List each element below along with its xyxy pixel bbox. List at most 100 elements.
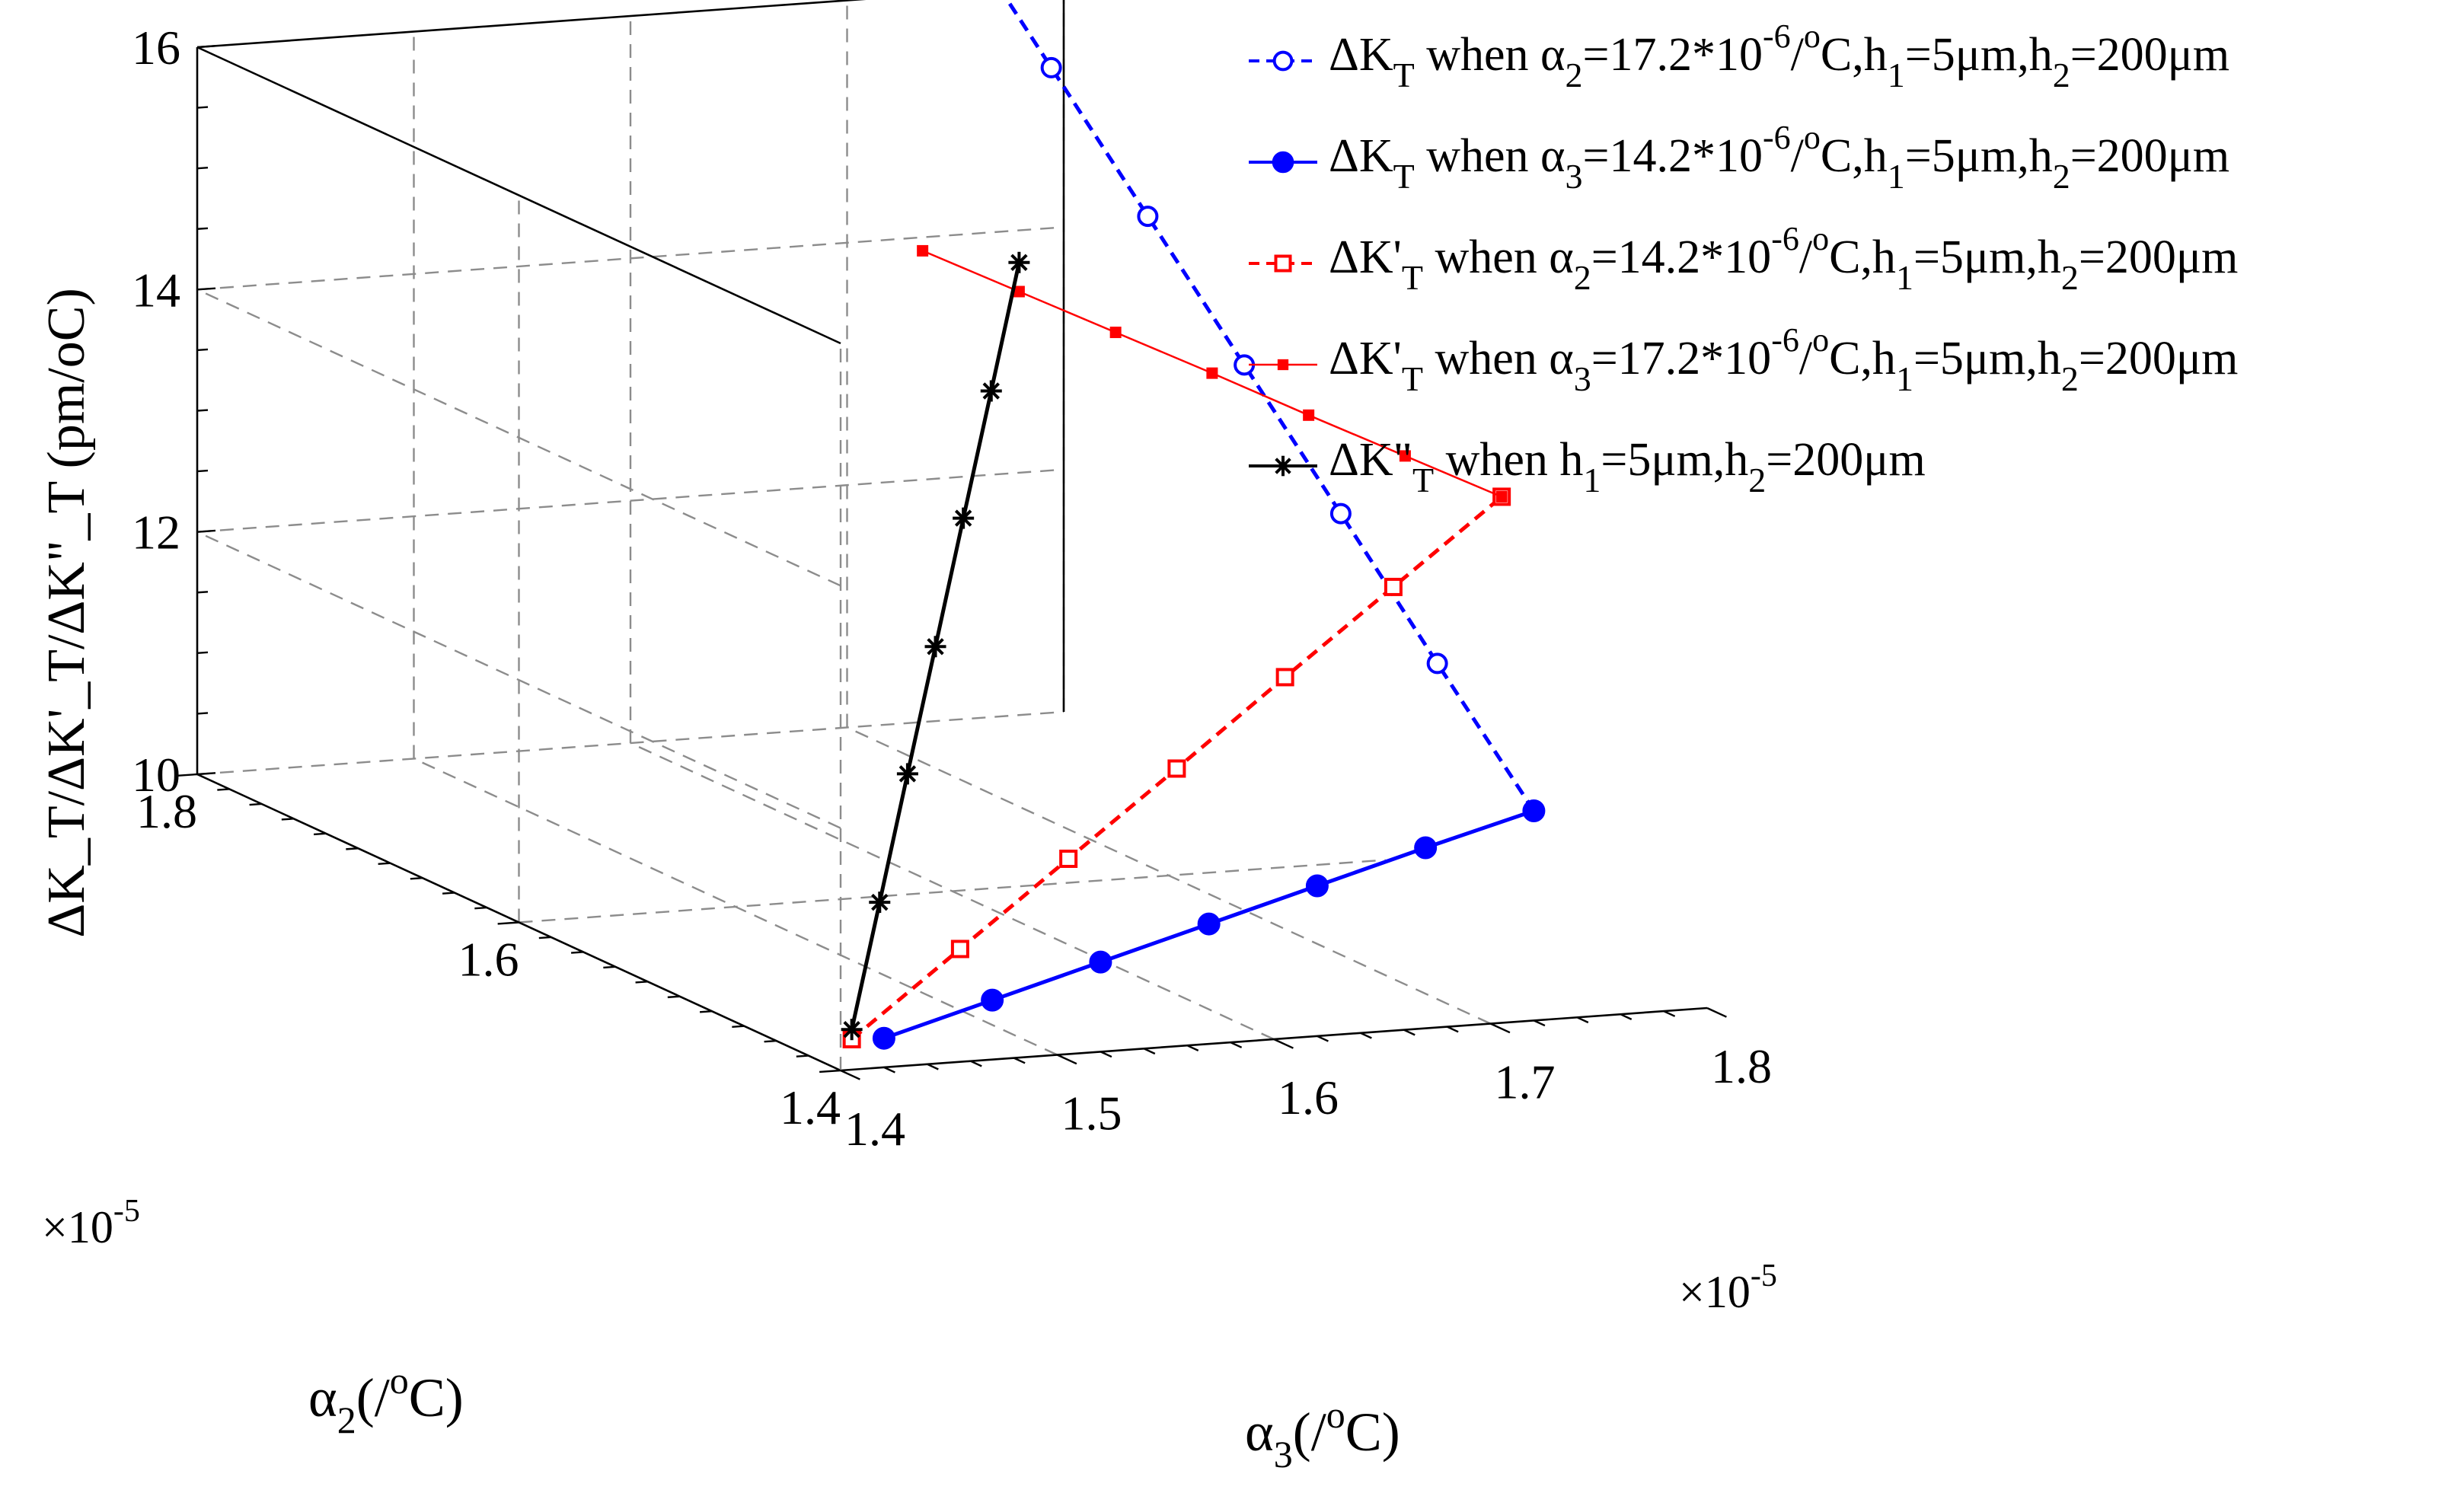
legend-label: ΔK'T when α3=17.2*10-6/oC,h1=5μm,h2=200μ…	[1329, 321, 2238, 398]
alpha2-minor-tick	[764, 1039, 777, 1043]
legend-marker	[1272, 151, 1294, 174]
alpha2-minor-tick	[699, 1010, 713, 1013]
alpha3-major-tick	[1056, 1054, 1077, 1065]
z-minor-tick	[196, 651, 209, 655]
series-line-dKT-a2	[1005, 0, 1536, 812]
alpha2-scale-factor: ×10-5	[42, 1194, 140, 1252]
alpha3-tick-label: 1.5	[1061, 1086, 1122, 1140]
legend: ΔKT when α2=17.2*10-6/oC,h1=5μm,h2=200μm…	[1249, 18, 2238, 499]
alpha2-minor-tick	[249, 802, 262, 806]
alpha3-label-rest2: C)	[1345, 1402, 1400, 1463]
alpha3-minor-tick	[1186, 1045, 1199, 1051]
data-point-dKT-a3	[1414, 836, 1438, 860]
z-tick-label: 14	[132, 263, 180, 317]
alpha3-label-rest1: (/	[1293, 1402, 1326, 1463]
z-major-tick	[196, 287, 216, 291]
data-point-dKpT-a2	[1275, 668, 1294, 687]
alpha2-label-sub: 2	[337, 1399, 356, 1441]
alpha2-label-rest2: C)	[409, 1367, 464, 1428]
alpha2-minor-tick	[635, 981, 648, 984]
data-point-dKppT	[980, 380, 1002, 402]
alpha3-minor-tick	[1100, 1051, 1112, 1058]
data-point-dKpT-a3	[1109, 327, 1122, 339]
data-point-dKT-a3	[1089, 950, 1112, 974]
alpha3-label-main: α	[1245, 1402, 1274, 1463]
legend-marker	[1272, 455, 1294, 477]
legend-label: ΔKT when α3=14.2*10-6/oC,h1=5μm,h2=200μm	[1329, 119, 2229, 196]
alpha3-minor-tick	[1143, 1048, 1156, 1055]
data-point-dKppT	[841, 1019, 863, 1041]
data-point-dKppT	[953, 507, 975, 529]
series-dKppT	[841, 251, 1030, 1041]
legend-item-dKT-a3: ΔKT when α3=14.2*10-6/oC,h1=5μm,h2=200μm	[1249, 119, 2229, 196]
box-edge-top-left	[196, 46, 841, 345]
z-minor-tick	[196, 106, 209, 109]
z-minor-tick	[196, 348, 209, 352]
data-point-dKT-a2	[1426, 652, 1448, 675]
legend-item-dKpT-a2: ΔK'T when α2=14.2*10-6/oC,h1=5μm,h2=200μ…	[1249, 220, 2238, 297]
data-point-dKT-a3	[872, 1026, 895, 1050]
alpha3-major-tick	[1706, 1006, 1727, 1018]
data-point-dKpT-a2	[1167, 759, 1186, 778]
data-point-dKpT-a2	[1059, 849, 1078, 868]
data-point-dKpT-a2	[1384, 577, 1403, 596]
data-point-dKT-a3	[1197, 912, 1221, 936]
alpha2-minor-tick	[346, 847, 359, 850]
alpha3-scale-factor: ×10-5	[1679, 1259, 1777, 1317]
alpha2-label-rest1: (/	[356, 1367, 390, 1428]
alpha2-major-tick	[497, 921, 519, 925]
alpha3-tick-label: 1.7	[1495, 1055, 1556, 1109]
alpha2-minor-tick	[217, 788, 230, 791]
alpha2-minor-tick	[796, 1054, 809, 1058]
data-point-dKT-a3	[1305, 874, 1329, 898]
alpha2-major-tick	[819, 1069, 841, 1073]
data-point-dKpT-a2	[950, 940, 969, 959]
data-point-dKppT	[1008, 251, 1030, 273]
series-dKT-a3	[872, 799, 1546, 1050]
alpha2-label-sup: o	[390, 1359, 409, 1402]
data-point-dKT-a3	[1522, 799, 1546, 823]
z-minor-tick	[196, 166, 209, 170]
alpha3-label-sup: o	[1326, 1393, 1345, 1436]
grid-backwall-z	[196, 226, 1064, 291]
alpha3-minor-tick	[1576, 1016, 1589, 1024]
alpha2-axis-label: α2(/oC)	[308, 1359, 464, 1441]
z-minor-tick	[196, 227, 209, 230]
legend-marker	[1274, 254, 1292, 273]
alpha3-minor-tick	[1663, 1010, 1676, 1017]
z-major-tick	[196, 45, 216, 49]
box-edge-top-back	[196, 0, 867, 49]
series-dKpT-a2	[842, 487, 1511, 1048]
alpha2-minor-tick	[442, 892, 455, 895]
alpha3-minor-tick	[1620, 1013, 1633, 1020]
alpha3-minor-tick	[883, 1066, 895, 1073]
alpha3-minor-tick	[1317, 1035, 1329, 1042]
z-minor-tick	[196, 409, 209, 412]
data-point-dKT-a2	[1329, 502, 1352, 525]
alpha3-tick-label: 1.4	[844, 1102, 905, 1156]
z-major-tick	[196, 529, 216, 533]
alpha2-minor-tick	[281, 818, 294, 821]
grid-backwall-z	[196, 468, 1064, 533]
series-dKpT-a3	[917, 244, 1508, 502]
alpha3-scale-exp: -5	[1751, 1259, 1777, 1294]
z-tick-label: 10	[132, 748, 180, 802]
alpha3-major-tick	[1489, 1022, 1511, 1034]
legend-label: ΔK'T when α2=14.2*10-6/oC,h1=5μm,h2=200μ…	[1329, 220, 2238, 297]
z-axis-label: ΔK_T/ΔK'_T/ΔK"_T (pm/oC)	[37, 288, 96, 938]
alpha2-minor-tick	[378, 862, 391, 866]
alpha3-minor-tick	[927, 1063, 939, 1070]
series-dKT-a2	[1005, 0, 1545, 822]
grid-sidewall-z	[196, 289, 841, 587]
alpha3-minor-tick	[1230, 1042, 1243, 1048]
legend-item-dKpT-a3: ΔK'T when α3=17.2*10-6/oC,h1=5μm,h2=200μ…	[1249, 321, 2238, 398]
alpha2-minor-tick	[732, 1025, 745, 1028]
legend-label: ΔKT when α2=17.2*10-6/oC,h1=5μm,h2=200μm	[1329, 18, 2229, 94]
data-point-dKppT	[869, 892, 891, 914]
series-group	[841, 0, 1546, 1050]
alpha2-tick-label: 1.6	[458, 933, 519, 987]
legend-item-dKT-a2: ΔKT when α2=17.2*10-6/oC,h1=5μm,h2=200μm	[1249, 18, 2229, 94]
alpha2-label-main: α	[308, 1367, 337, 1428]
